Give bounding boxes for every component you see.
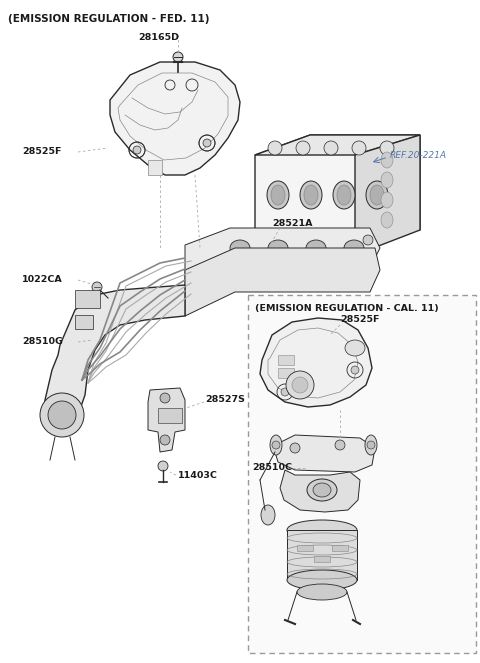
Text: 28521A: 28521A xyxy=(272,219,312,227)
Text: 11403C: 11403C xyxy=(178,471,218,479)
Polygon shape xyxy=(45,285,185,435)
Circle shape xyxy=(133,146,141,154)
Polygon shape xyxy=(255,135,420,255)
Ellipse shape xyxy=(304,185,318,205)
Bar xyxy=(278,355,294,365)
Polygon shape xyxy=(110,62,240,175)
Bar xyxy=(158,408,182,423)
Ellipse shape xyxy=(345,340,365,356)
Circle shape xyxy=(272,441,280,449)
Polygon shape xyxy=(280,470,360,512)
Ellipse shape xyxy=(230,240,250,256)
Polygon shape xyxy=(185,228,380,285)
FancyBboxPatch shape xyxy=(248,295,476,653)
Ellipse shape xyxy=(313,483,331,497)
Text: REF.20-221A: REF.20-221A xyxy=(390,151,447,160)
Text: 1022CA: 1022CA xyxy=(22,276,63,284)
Ellipse shape xyxy=(381,192,393,208)
Polygon shape xyxy=(185,248,380,316)
Ellipse shape xyxy=(333,181,355,209)
Text: 28510C: 28510C xyxy=(252,463,292,473)
Polygon shape xyxy=(287,530,357,580)
Bar xyxy=(314,556,330,562)
Ellipse shape xyxy=(300,181,322,209)
Ellipse shape xyxy=(306,240,326,256)
Text: 28510G: 28510G xyxy=(22,337,63,347)
Circle shape xyxy=(48,401,76,429)
Circle shape xyxy=(203,139,211,147)
Polygon shape xyxy=(255,135,420,155)
Ellipse shape xyxy=(287,570,357,590)
Circle shape xyxy=(335,440,345,450)
Bar xyxy=(297,545,313,551)
Ellipse shape xyxy=(268,240,288,256)
Circle shape xyxy=(324,141,338,155)
Circle shape xyxy=(351,366,359,374)
Ellipse shape xyxy=(381,172,393,188)
Circle shape xyxy=(363,235,373,245)
Ellipse shape xyxy=(271,185,285,205)
Circle shape xyxy=(292,377,308,393)
Text: 28165D: 28165D xyxy=(138,32,179,42)
Text: 28525F: 28525F xyxy=(22,147,61,156)
Circle shape xyxy=(367,441,375,449)
Ellipse shape xyxy=(344,240,364,256)
Ellipse shape xyxy=(381,152,393,168)
Ellipse shape xyxy=(366,181,388,209)
Circle shape xyxy=(286,371,314,399)
Circle shape xyxy=(290,443,300,453)
Circle shape xyxy=(160,393,170,403)
Circle shape xyxy=(281,388,289,396)
Circle shape xyxy=(352,141,366,155)
Ellipse shape xyxy=(307,479,337,501)
Polygon shape xyxy=(275,435,375,472)
Ellipse shape xyxy=(287,520,357,540)
Ellipse shape xyxy=(270,435,282,455)
Circle shape xyxy=(160,435,170,445)
Bar xyxy=(278,368,294,378)
Ellipse shape xyxy=(267,181,289,209)
Polygon shape xyxy=(148,388,185,452)
Circle shape xyxy=(92,282,102,292)
Circle shape xyxy=(296,141,310,155)
Bar xyxy=(75,290,100,308)
Ellipse shape xyxy=(297,584,347,600)
Polygon shape xyxy=(260,318,372,407)
Text: 28525F: 28525F xyxy=(340,316,380,324)
Ellipse shape xyxy=(381,212,393,228)
Polygon shape xyxy=(148,160,162,175)
Circle shape xyxy=(268,141,282,155)
Circle shape xyxy=(158,461,168,471)
Bar xyxy=(332,545,348,551)
Bar xyxy=(75,315,93,329)
Ellipse shape xyxy=(337,185,351,205)
Ellipse shape xyxy=(365,435,377,455)
Text: 28527S: 28527S xyxy=(205,396,245,404)
Polygon shape xyxy=(355,135,420,255)
Text: (EMISSION REGULATION - FED. 11): (EMISSION REGULATION - FED. 11) xyxy=(8,14,209,24)
Circle shape xyxy=(380,141,394,155)
Circle shape xyxy=(40,393,84,437)
Circle shape xyxy=(173,52,183,62)
Text: (EMISSION REGULATION - CAL. 11): (EMISSION REGULATION - CAL. 11) xyxy=(255,304,439,312)
Circle shape xyxy=(363,251,373,261)
Ellipse shape xyxy=(370,185,384,205)
Ellipse shape xyxy=(261,505,275,525)
